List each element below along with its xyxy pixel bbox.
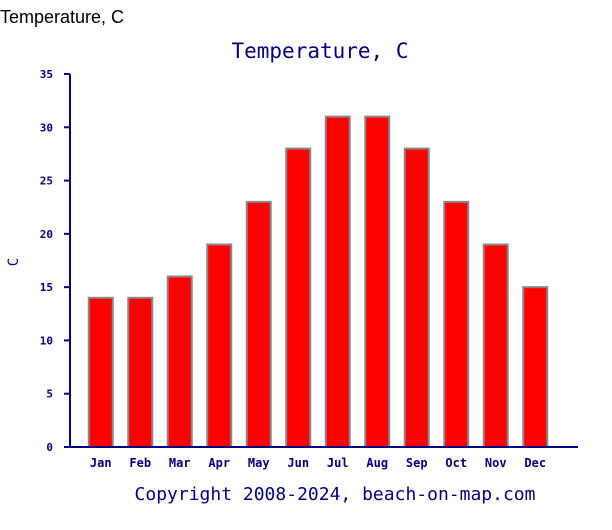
y-tick-label: 30 (40, 121, 53, 134)
x-axis-labels: Jan Feb Mar Apr May Jun Jul Aug Sep Oct Nov Dec (90, 456, 546, 470)
x-tick-label: Apr (208, 456, 230, 470)
x-tick-label: Feb (129, 456, 151, 470)
x-tick-label: Mar (169, 456, 191, 470)
chart-title: Temperature, C (231, 39, 408, 63)
y-axis-label: C (6, 258, 22, 266)
bar-jan (87, 296, 114, 448)
bar-jun (285, 147, 312, 448)
x-tick-label: Dec (524, 456, 546, 470)
bar-mar (166, 275, 193, 448)
y-tick-label: 25 (40, 175, 53, 188)
x-tick-label: Jan (90, 456, 112, 470)
y-tick-label: 15 (40, 281, 53, 294)
y-axis-ticks: 0 5 10 15 20 25 30 35 (40, 68, 70, 454)
y-tick-label: 5 (46, 388, 53, 401)
x-tick-label: May (248, 456, 270, 470)
bar-may (245, 200, 272, 448)
y-tick-label: 0 (46, 441, 53, 454)
bar-jul (324, 115, 351, 448)
y-tick-label: 10 (40, 334, 53, 347)
x-tick-label: Sep (406, 456, 428, 470)
bar-aug (364, 115, 391, 448)
x-tick-label: Nov (485, 456, 507, 470)
y-tick-label: 20 (40, 228, 53, 241)
bars-group (87, 115, 549, 448)
x-tick-label: Aug (366, 456, 388, 470)
x-tick-label: Jun (287, 456, 309, 470)
x-tick-label: Oct (445, 456, 467, 470)
bar-dec (522, 286, 549, 448)
bar-feb (127, 296, 154, 448)
bar-nov (482, 243, 509, 448)
x-tick-label: Jul (327, 456, 349, 470)
copyright-text: Copyright 2008-2024, beach-on-map.com (135, 484, 536, 505)
y-tick-label: 35 (40, 68, 53, 81)
bar-apr (206, 243, 233, 448)
page-heading: Temperature, C (0, 7, 125, 27)
bar-sep (403, 147, 430, 448)
bar-oct (443, 200, 470, 448)
